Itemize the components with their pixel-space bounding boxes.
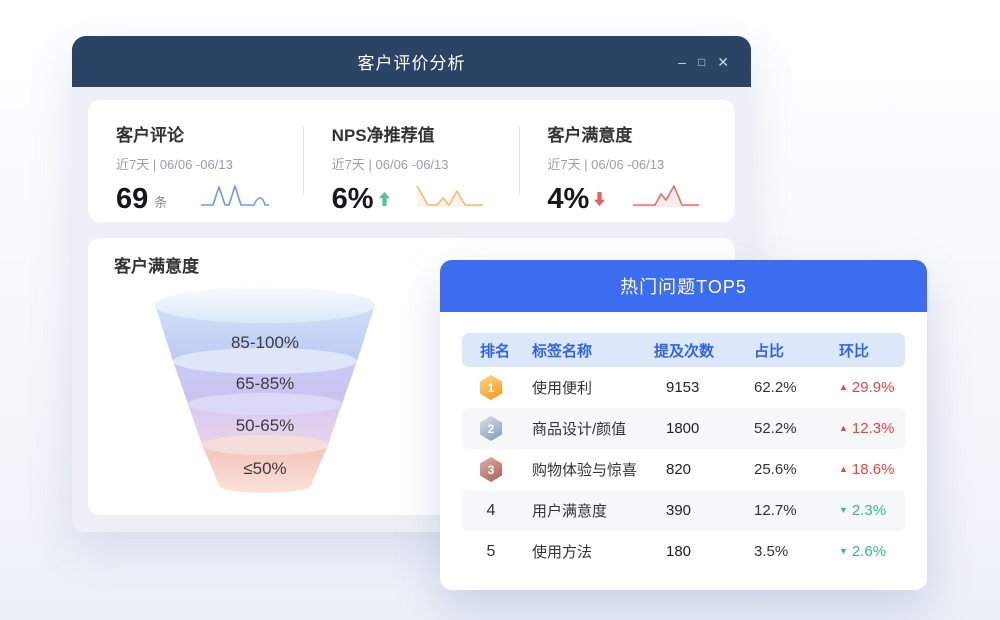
down-triangle-icon: ▼ bbox=[839, 505, 848, 515]
trend-up-icon bbox=[378, 192, 390, 211]
title-bar: 客户评价分析 – □ ✕ bbox=[72, 36, 751, 87]
stat-nps: NPS净推荐值 近7天 | 06/06 -06/13 6% bbox=[304, 100, 520, 222]
rank-number: 5 bbox=[486, 542, 496, 560]
divider bbox=[303, 126, 304, 196]
row-label: 购物体验与惊喜 bbox=[532, 462, 638, 479]
close-icon[interactable]: ✕ bbox=[717, 53, 729, 70]
row-change: ▲ 18.6% bbox=[839, 461, 895, 478]
top5-panel: 热门问题TOP5 排名 标签名称 提及次数 占比 环比 1 使用便利 9153 … bbox=[440, 260, 927, 590]
nps-sparkline bbox=[415, 182, 485, 214]
funnel-label-1: 85-100% bbox=[231, 333, 299, 352]
col-change: 环比 bbox=[839, 342, 870, 360]
stat-period: 近7天 | 06/06 -06/13 bbox=[547, 157, 665, 172]
col-count: 提及次数 bbox=[654, 342, 715, 360]
row-count: 180 bbox=[666, 543, 692, 560]
row-share: 52.2% bbox=[754, 420, 797, 437]
stat-period: 近7天 | 06/06 -06/13 bbox=[116, 157, 233, 172]
row-count: 1800 bbox=[666, 420, 700, 437]
stat-value: 6% bbox=[331, 183, 374, 215]
down-triangle-icon: ▼ bbox=[839, 546, 848, 556]
row-label: 使用方法 bbox=[532, 544, 593, 561]
up-triangle-icon: ▲ bbox=[839, 464, 848, 474]
row-change: ▲ 29.9% bbox=[839, 379, 895, 396]
stat-comments: 客户评论 近7天 | 06/06 -06/13 69 条 bbox=[88, 100, 304, 222]
table-row: 4 用户满意度 390 12.7% ▼ 2.3% bbox=[462, 490, 905, 531]
maximize-icon[interactable]: □ bbox=[698, 54, 706, 69]
rank-badge-bronze: 3 bbox=[480, 457, 502, 482]
rank-number: 4 bbox=[486, 501, 496, 519]
table-row: 3 购物体验与惊喜 820 25.6% ▲ 18.6% bbox=[462, 449, 905, 490]
col-label: 标签名称 bbox=[532, 342, 593, 360]
up-triangle-icon: ▲ bbox=[839, 423, 848, 433]
row-count: 820 bbox=[666, 461, 692, 478]
row-change: ▼ 2.3% bbox=[839, 502, 887, 519]
row-share: 25.6% bbox=[754, 461, 797, 478]
satisfaction-sparkline bbox=[631, 182, 701, 214]
funnel-label-2: 65-85% bbox=[236, 374, 295, 393]
stat-unit: 条 bbox=[154, 195, 168, 210]
row-share: 62.2% bbox=[754, 379, 797, 396]
row-count: 9153 bbox=[666, 379, 700, 396]
col-rank: 排名 bbox=[480, 342, 511, 360]
window-title: 客户评价分析 bbox=[357, 54, 466, 73]
table-row: 5 使用方法 180 3.5% ▼ 2.6% bbox=[462, 531, 905, 572]
rank-badge-gold: 1 bbox=[480, 375, 502, 400]
row-change: ▲ 12.3% bbox=[839, 420, 895, 437]
funnel-title: 客户满意度 bbox=[114, 257, 199, 276]
row-label: 用户满意度 bbox=[532, 503, 608, 520]
stat-value: 69 bbox=[116, 183, 149, 215]
funnel-label-3: 50-65% bbox=[236, 416, 295, 435]
stat-title: 客户评论 bbox=[116, 126, 184, 145]
row-count: 390 bbox=[666, 502, 692, 519]
minimize-icon[interactable]: – bbox=[678, 53, 687, 70]
row-label: 使用便利 bbox=[532, 380, 593, 397]
top5-header: 热门问题TOP5 bbox=[440, 260, 927, 312]
stat-satisfaction: 客户满意度 近7天 | 06/06 -06/13 4% bbox=[519, 100, 735, 222]
divider bbox=[519, 126, 520, 196]
stat-value: 4% bbox=[547, 183, 590, 215]
window-controls: – □ ✕ bbox=[678, 36, 729, 87]
row-share: 3.5% bbox=[754, 543, 789, 560]
stat-title: 客户满意度 bbox=[547, 126, 633, 145]
stat-title: NPS净推荐值 bbox=[331, 126, 435, 145]
up-triangle-icon: ▲ bbox=[839, 382, 848, 392]
rank-badge-silver: 2 bbox=[480, 416, 502, 441]
row-change: ▼ 2.6% bbox=[839, 543, 887, 560]
top5-table: 排名 标签名称 提及次数 占比 环比 1 使用便利 9153 62.2% ▲ 2… bbox=[440, 312, 927, 572]
trend-down-icon bbox=[594, 192, 606, 211]
col-share: 占比 bbox=[754, 342, 785, 360]
table-header-row: 排名 标签名称 提及次数 占比 环比 bbox=[462, 333, 905, 367]
funnel-label-4: ≤50% bbox=[243, 459, 286, 478]
stat-period: 近7天 | 06/06 -06/13 bbox=[331, 157, 449, 172]
top5-title: 热门问题TOP5 bbox=[620, 277, 747, 297]
table-row: 1 使用便利 9153 62.2% ▲ 29.9% bbox=[462, 367, 905, 408]
table-row: 2 商品设计/颜值 1800 52.2% ▲ 12.3% bbox=[462, 408, 905, 449]
row-label: 商品设计/颜值 bbox=[532, 421, 627, 438]
stats-card: 客户评论 近7天 | 06/06 -06/13 69 条 NPS净推荐值 近7天… bbox=[88, 100, 735, 222]
satisfaction-funnel-chart: 85-100% 65-85% 50-65% ≤50% bbox=[155, 287, 375, 493]
row-share: 12.7% bbox=[754, 502, 797, 519]
comments-sparkline bbox=[200, 182, 270, 214]
